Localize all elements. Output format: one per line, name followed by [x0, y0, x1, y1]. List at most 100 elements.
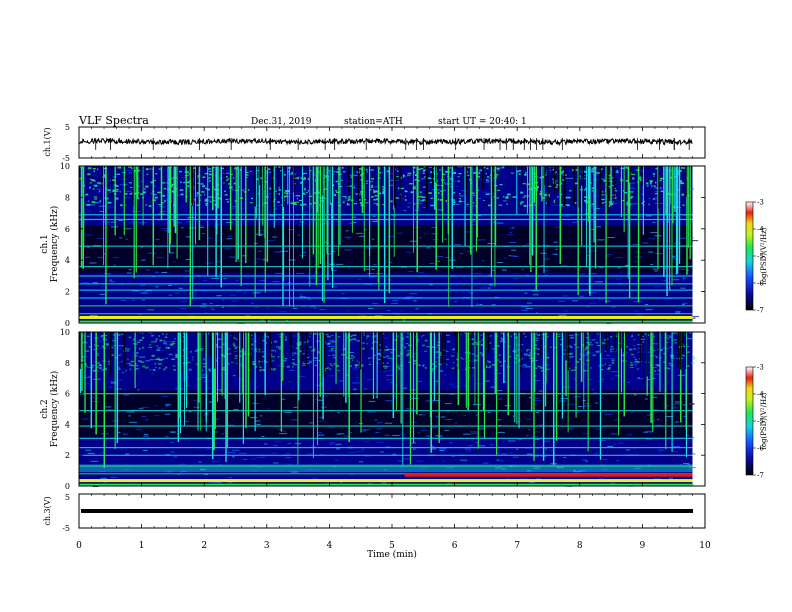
spectrogram-noise — [466, 453, 474, 455]
spectrogram-noise — [306, 453, 313, 455]
spectrogram-noise — [439, 476, 443, 478]
spectrogram-haze — [549, 346, 552, 348]
spectrogram-noise — [87, 366, 94, 368]
spectrogram-noise — [327, 427, 335, 429]
spectrogram-haze — [170, 342, 175, 345]
spectrogram-noise — [349, 450, 354, 452]
spectrogram-haze — [359, 364, 364, 366]
spectrogram-noise — [602, 201, 606, 203]
spectrogram-noise — [643, 259, 648, 261]
spectrogram-noise — [645, 420, 652, 422]
spectrogram-noise — [279, 311, 287, 313]
spectrogram-haze — [93, 344, 96, 346]
spectrogram-noise — [245, 176, 248, 178]
spectrogram-noise — [190, 250, 194, 252]
spectrogram-haze — [676, 352, 678, 354]
spectrogram-noise — [524, 292, 528, 294]
spectrogram-noise — [420, 467, 429, 469]
spectrogram-noise — [525, 308, 533, 310]
spectrogram-haze — [445, 363, 448, 366]
spectrogram-noise — [563, 456, 567, 458]
spectrogram-noise — [651, 308, 656, 310]
spectrogram-noise — [234, 260, 243, 262]
spectrogram-noise — [519, 357, 526, 359]
spectrogram-haze — [653, 175, 655, 177]
spectrogram-noise — [275, 441, 282, 443]
spectrogram-haze — [611, 348, 616, 350]
spectrogram-noise — [194, 350, 200, 352]
spectrogram-haze — [125, 347, 128, 350]
spectrogram-noise — [583, 405, 592, 407]
spectrogram-noise — [580, 354, 589, 356]
spectrogram-haze — [629, 197, 632, 199]
spectrogram-noise — [227, 452, 236, 454]
spectrogram-haze — [330, 341, 334, 343]
spectrogram-noise — [216, 442, 220, 444]
spectrogram-haze — [487, 176, 490, 178]
spectrogram-noise — [668, 477, 674, 479]
spectrogram-haze — [120, 361, 123, 363]
spectrogram-haze — [404, 346, 407, 349]
spectrogram-noise — [615, 257, 623, 259]
spectrogram-noise — [255, 173, 261, 175]
spectrogram-haze — [504, 360, 506, 362]
spectrogram-haze — [420, 167, 424, 170]
spectrogram-noise — [318, 267, 326, 269]
spectrogram-noise — [624, 196, 629, 198]
spectrogram-haze — [175, 187, 177, 190]
spectrogram-band — [79, 425, 693, 427]
spectrogram-noise — [370, 423, 373, 425]
spectrogram-haze — [646, 334, 650, 337]
spectrogram-noise — [142, 449, 148, 451]
spectrogram-haze — [114, 197, 119, 200]
spectrogram-noise — [535, 403, 538, 405]
spectrogram-haze — [233, 182, 236, 185]
spectrogram-noise — [364, 388, 368, 390]
spectrogram-haze — [373, 340, 376, 343]
spectrogram-noise — [658, 451, 662, 453]
spectrogram-noise — [562, 215, 571, 217]
spectrogram-noise — [231, 206, 239, 208]
spectrogram-noise — [349, 474, 354, 476]
spectrogram-noise — [360, 430, 367, 432]
spectrogram-noise — [94, 313, 98, 315]
spectrogram-noise — [114, 216, 121, 218]
spectrogram-noise — [164, 413, 171, 415]
spectrogram-noise — [162, 396, 168, 398]
spectrogram-noise — [500, 215, 506, 217]
spectrogram-noise — [540, 265, 544, 267]
spectrogram-noise — [563, 353, 571, 355]
spectrogram-noise — [474, 268, 480, 270]
spectrogram-noise — [637, 344, 643, 346]
spectrogram-noise — [295, 272, 304, 274]
spectrogram-haze — [335, 180, 339, 183]
spectrogram-noise — [188, 411, 192, 413]
spectrogram-haze — [252, 363, 254, 365]
spectrogram-haze — [379, 344, 381, 346]
spectrogram-haze — [386, 362, 389, 365]
spectrogram-haze — [362, 347, 365, 350]
spectrogram-noise — [181, 298, 185, 300]
spectrogram-haze — [397, 170, 399, 172]
spectrogram-noise — [140, 407, 149, 409]
spectrogram-haze — [144, 366, 149, 369]
spectrogram-noise — [415, 398, 424, 400]
spectrogram-noise — [545, 254, 550, 256]
spectrogram-haze — [156, 357, 160, 360]
spectrogram-noise — [629, 367, 634, 369]
spectrogram-noise — [368, 357, 376, 359]
spectrogram-haze — [83, 184, 86, 187]
spectrogram-noise — [292, 307, 298, 309]
spectrogram-haze — [406, 354, 410, 357]
spectrogram-noise — [488, 284, 493, 286]
spectrogram-haze — [98, 363, 102, 366]
spectrogram-haze — [242, 351, 246, 353]
spectrogram-noise — [272, 281, 280, 283]
spectrogram-noise — [507, 234, 514, 236]
spectrogram-noise — [389, 351, 392, 353]
spectrogram-haze — [97, 182, 100, 184]
spectrogram-haze — [638, 177, 642, 180]
spectrogram-haze — [577, 361, 580, 363]
spectrogram-haze — [522, 196, 525, 198]
spectrogram-noise — [584, 210, 588, 212]
